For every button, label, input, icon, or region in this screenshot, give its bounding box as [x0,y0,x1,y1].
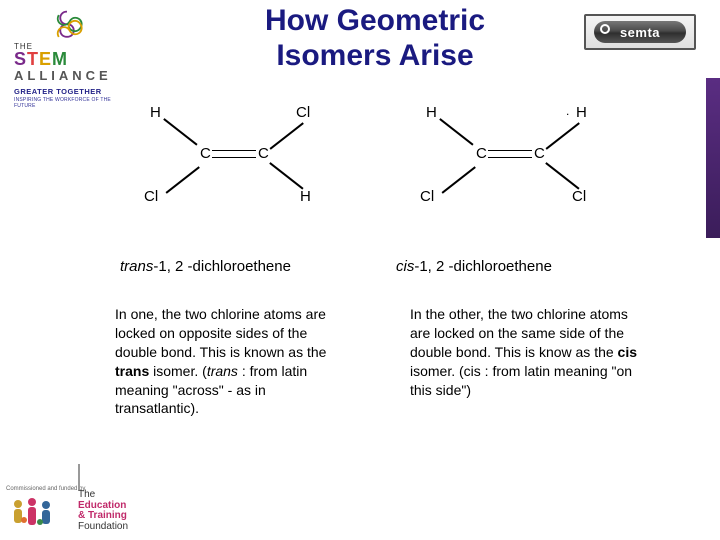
cis-explanation: In the other, the two chlorine atoms are… [410,305,640,399]
bond [270,162,304,189]
trans-caption: trans-1, 2 -dichloroethene [120,258,291,275]
semta-logo: semta [584,14,696,50]
stem-word: STEM [14,51,119,68]
atom-c: C [200,145,211,162]
atom-h: H [576,104,587,121]
stem-tag: GREATER TOGETHER [14,87,119,96]
slide-title: How Geometric Isomers Arise [210,4,540,73]
stem-knot-icon [49,8,85,44]
bond [442,166,476,193]
title-line-1: How Geometric [265,4,485,37]
bond [166,166,200,193]
bond [546,162,580,189]
trans-explanation: In one, the two chlorine atoms are locke… [115,305,345,418]
slide-accent-bar [706,78,720,238]
atom-c: C [534,145,545,162]
atom-h: H [426,104,437,121]
stem-alliance-logo: THE STEM ALLIANCE GREATER TOGETHER INSPI… [14,8,119,109]
cis-caption: cis-1, 2 -dichloroethene [396,258,552,275]
atom-h: H [300,188,311,205]
atom-cl: Cl [144,188,158,205]
etf-text: The Education & Training Foundation [78,464,128,532]
atom-cl: Cl [420,188,434,205]
atom-h: H [150,104,161,121]
molecule-diagrams: H Cl C C Cl H trans-1, 2 -dichloroethene… [120,100,640,270]
bond [270,122,304,149]
stem-sub: INSPIRING THE WORKFORCE OF THE FUTURE [14,97,119,109]
double-bond [488,150,532,158]
cis-molecule: H H C C Cl Cl . [396,100,626,210]
bond [440,118,474,145]
stem-alliance: ALLIANCE [14,68,119,83]
bond [164,118,198,145]
semta-pill: semta [594,21,686,43]
trans-molecule: H Cl C C Cl H [120,100,350,210]
atom-cl: Cl [296,104,310,121]
etf-logo: Commissioned and funded by The Education… [6,486,126,534]
atom-c: C [476,145,487,162]
double-bond [212,150,256,158]
atom-cl: Cl [572,188,586,205]
atom-c: C [258,145,269,162]
title-line-2: Isomers Arise [276,39,473,72]
bond [546,122,580,149]
